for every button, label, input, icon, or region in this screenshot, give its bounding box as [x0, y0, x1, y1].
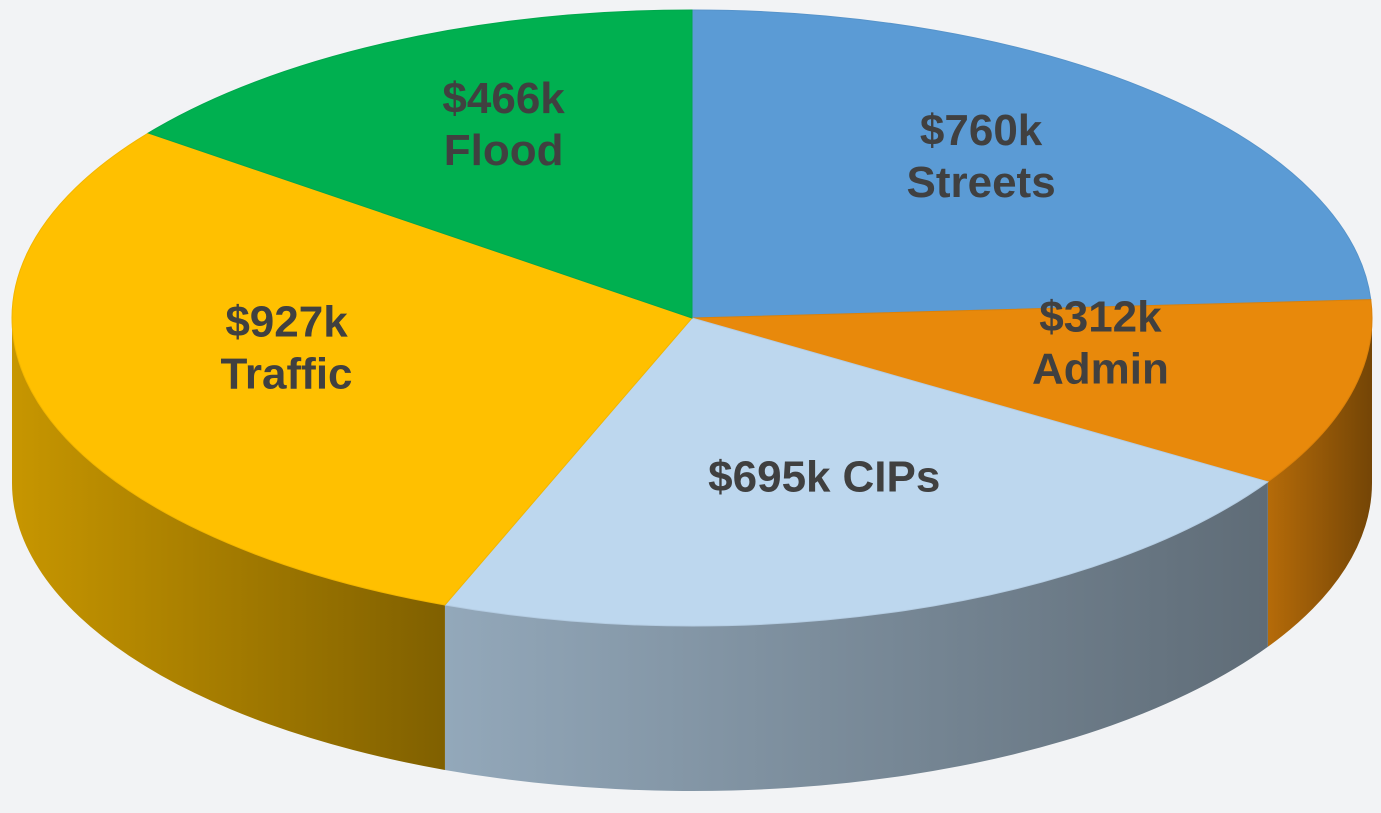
data-label: $760k Streets: [906, 106, 1055, 207]
label-value: $312k: [1039, 292, 1162, 341]
label-category: Flood: [444, 126, 564, 175]
slice-side: [444, 481, 1268, 791]
label-value: $760k: [920, 106, 1043, 155]
slice: [443, 317, 1270, 627]
data-label: $695k CIPs: [708, 452, 940, 501]
slice: [11, 132, 693, 606]
slice: [691, 299, 1373, 483]
data-label: $927k Traffic: [220, 297, 352, 398]
label-value: $466k: [442, 74, 565, 123]
label-category: Streets: [906, 158, 1055, 207]
label-category: Traffic: [220, 349, 352, 398]
label-category: CIPs: [843, 452, 941, 501]
data-label: $466k Flood: [442, 74, 565, 175]
slice-side: [1267, 318, 1372, 647]
slice: [147, 9, 693, 319]
label-category: Admin: [1032, 344, 1169, 393]
data-labels: $760k Streets $312k Admin $695k CIPs $927k Traf…: [220, 74, 1168, 501]
data-label: $312k Admin: [1032, 292, 1169, 393]
slice-side: [11, 318, 445, 770]
label-value: $927k: [225, 297, 348, 346]
label-value: $695k: [708, 452, 831, 501]
pie-sides: [11, 318, 1372, 791]
slice: [691, 9, 1372, 319]
pie-tops: [11, 9, 1373, 627]
